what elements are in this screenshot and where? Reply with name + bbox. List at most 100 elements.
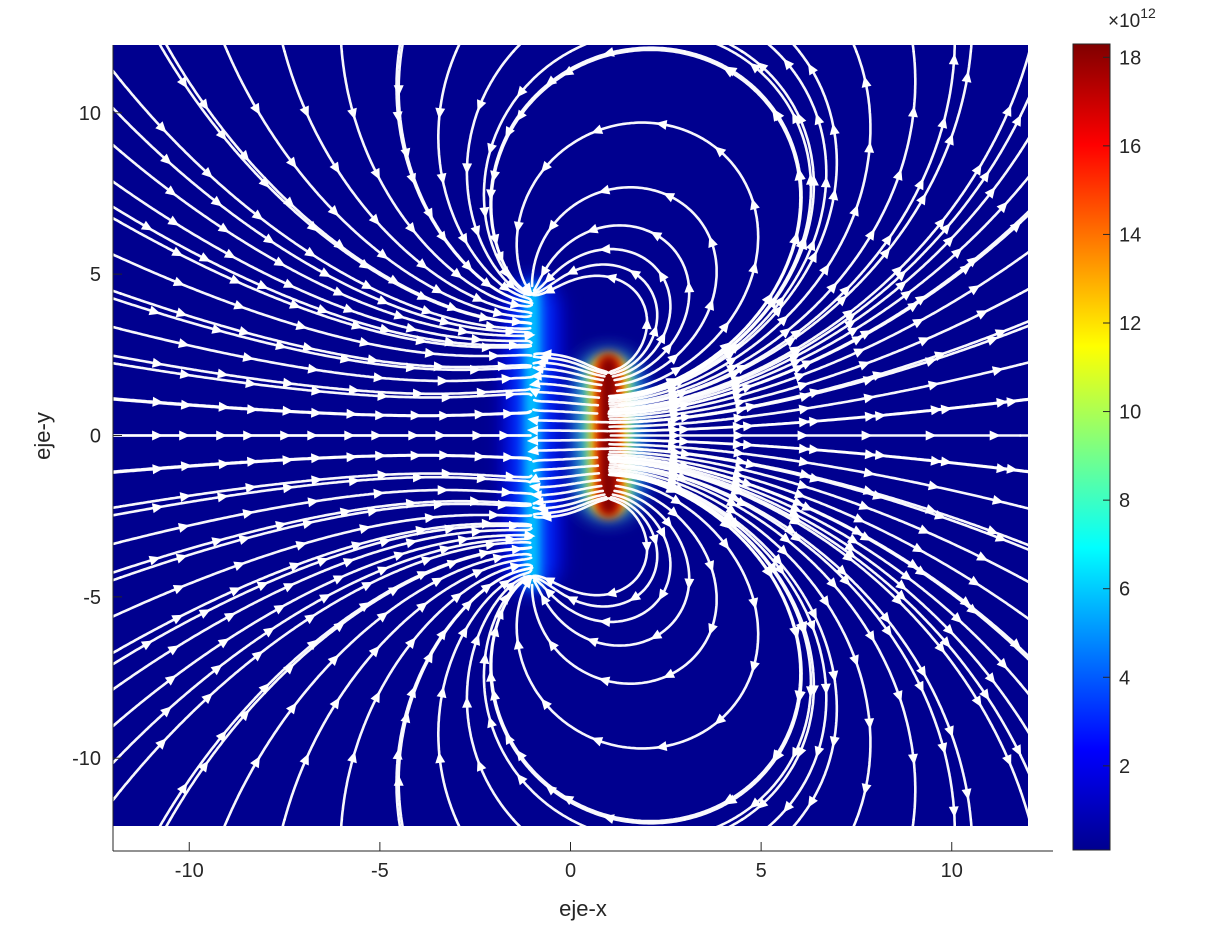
- streamline-arrow: [198, 252, 211, 262]
- streamline-arrow: [423, 207, 433, 220]
- streamline: [608, 450, 1022, 579]
- streamline-arrow: [795, 168, 806, 181]
- streamline-arrow: [140, 220, 153, 231]
- streamline-arrow: [238, 535, 251, 545]
- streamline-arrow: [792, 746, 802, 759]
- streamline-arrow: [218, 401, 230, 412]
- streamline-arrow: [1002, 754, 1012, 767]
- streamline-arrow: [1011, 114, 1022, 127]
- streamline: [517, 502, 532, 506]
- streamline-arrow: [851, 336, 864, 346]
- streamline-arrow: [471, 334, 483, 345]
- streamline: [532, 398, 600, 407]
- streamline-layer: [113, 45, 1028, 826]
- streamline-arrow: [528, 473, 541, 483]
- streamline-arrow: [347, 751, 357, 764]
- streamline-arrow: [864, 449, 877, 460]
- streamline-arrow: [273, 256, 286, 267]
- x-tick-label: 10: [941, 860, 963, 882]
- streamline-arrow: [733, 413, 745, 424]
- colorbar-tick-label: 12: [1119, 313, 1141, 335]
- y-tick-label: 10: [79, 103, 101, 125]
- streamline-arrow: [989, 430, 1001, 441]
- streamline-arrow: [842, 309, 854, 320]
- streamline-arrow: [750, 198, 760, 211]
- streamline-arrow: [537, 353, 549, 363]
- streamline: [792, 45, 801, 53]
- streamline-arrow: [942, 623, 954, 636]
- streamline-arrow: [377, 295, 390, 305]
- streamline-arrow: [179, 492, 192, 502]
- streamline: [113, 682, 122, 691]
- streamline-arrow: [925, 430, 937, 441]
- streamline-arrow: [160, 706, 172, 718]
- streamline-arrow: [939, 636, 951, 648]
- streamline-arrow: [516, 749, 527, 762]
- streamline-arrow: [814, 113, 825, 126]
- streamline-arrow: [494, 608, 504, 620]
- streamline-arrow: [393, 774, 404, 786]
- streamline-arrow: [819, 263, 830, 276]
- streamline-arrow: [498, 579, 511, 590]
- streamline-arrow: [311, 475, 323, 486]
- streamline-arrow: [368, 213, 380, 226]
- streamline-arrow: [471, 526, 483, 537]
- streamline-arrow: [332, 575, 345, 585]
- streamline: [607, 457, 1022, 686]
- streamline-arrow: [361, 581, 374, 592]
- streamline-arrow: [477, 99, 487, 112]
- streamline-arrow: [805, 619, 816, 632]
- x-tick-label: 5: [756, 860, 767, 882]
- streamline-arrow: [566, 596, 579, 606]
- streamline-arrow: [846, 533, 859, 544]
- streamline-arrow: [457, 535, 470, 546]
- streamline-arrow: [858, 500, 871, 510]
- streamline: [454, 45, 461, 53]
- streamline-arrow: [879, 247, 891, 260]
- streamline-arrow: [486, 189, 497, 201]
- streamline: [489, 46, 687, 295]
- streamline: [607, 50, 872, 403]
- streamline-arrow: [286, 702, 297, 715]
- streamline: [852, 45, 858, 53]
- streamline: [728, 818, 744, 826]
- streamline-arrow: [892, 690, 903, 703]
- streamline: [608, 470, 839, 821]
- streamline: [532, 408, 599, 415]
- streamline: [608, 465, 917, 821]
- streamline-arrow: [661, 516, 673, 529]
- streamline-arrow: [152, 464, 164, 475]
- streamline: [119, 79, 532, 330]
- streamline-arrow: [986, 336, 999, 346]
- streamline-arrow: [797, 381, 809, 392]
- streamline-arrow: [948, 806, 959, 818]
- streamline-arrow: [718, 537, 730, 550]
- streamline-arrow: [648, 534, 659, 546]
- streamline-arrow: [779, 532, 792, 544]
- streamline-arrow: [523, 331, 536, 341]
- streamline-arrow: [299, 753, 309, 766]
- streamline-arrow: [799, 469, 812, 479]
- colorbar-tick-label: 8: [1119, 490, 1130, 512]
- streamline-arrow: [509, 562, 522, 573]
- streamline: [1019, 682, 1028, 696]
- streamline-arrow: [424, 347, 437, 358]
- streamline-arrow: [282, 483, 295, 494]
- streamline-arrow: [218, 459, 230, 470]
- streamline-arrow: [217, 492, 229, 503]
- streamline-arrow: [251, 650, 264, 662]
- streamline-arrow: [984, 672, 996, 684]
- streamline-arrow: [907, 558, 920, 569]
- streamline: [517, 456, 532, 461]
- streamline: [607, 453, 1022, 615]
- streamline-arrow: [814, 745, 825, 758]
- streamline: [531, 428, 598, 433]
- streamline-arrow: [807, 608, 817, 621]
- streamline-arrow: [900, 290, 913, 301]
- streamline-arrow: [756, 61, 769, 73]
- streamline-arrow: [316, 557, 329, 567]
- streamline-arrow: [937, 742, 948, 755]
- streamline-arrow: [307, 363, 320, 374]
- streamline-arrow: [405, 538, 418, 549]
- streamline-arrow: [792, 365, 805, 375]
